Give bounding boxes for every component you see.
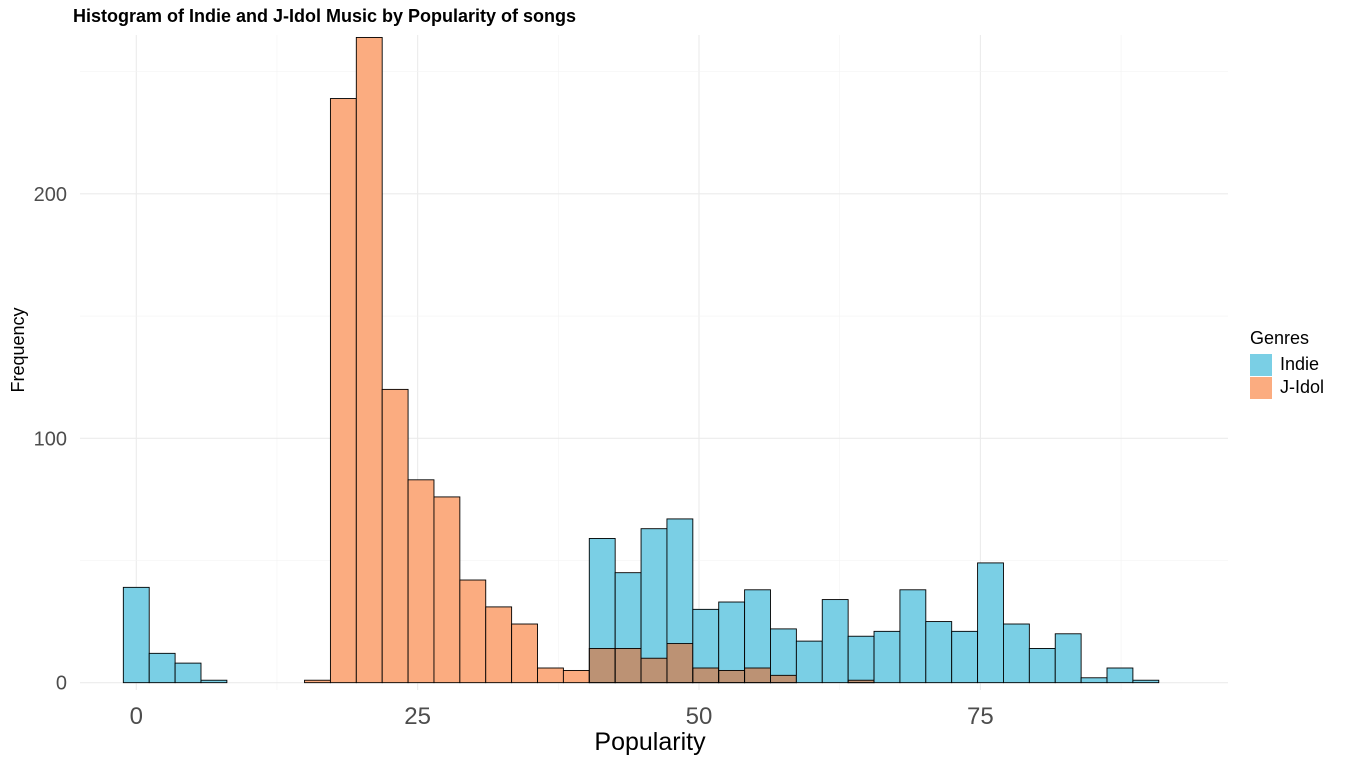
- chart-title: Histogram of Indie and J-Idol Music by P…: [73, 6, 577, 26]
- bar-indie: [874, 631, 900, 683]
- x-tick-label: 75: [967, 703, 994, 730]
- legend-key: [1250, 353, 1272, 376]
- bar-outline-jidol: [355, 36, 383, 684]
- bar-overlap: [744, 668, 771, 683]
- bar-indie: [744, 589, 771, 669]
- y-tick-label: 0: [56, 673, 67, 695]
- legend-item: Indie: [1250, 353, 1324, 376]
- bar-outline-indie: [1106, 667, 1134, 684]
- legend-item: J-Idol: [1250, 376, 1324, 399]
- y-tick-label: 200: [34, 184, 67, 206]
- bar-overlap: [848, 680, 875, 683]
- bar-overlap: [718, 670, 745, 683]
- bar-jidol: [433, 496, 460, 683]
- bar-jidol: [459, 580, 486, 683]
- bar-indie: [1003, 624, 1030, 683]
- bar-jidol: [304, 680, 331, 683]
- bar-jidol: [356, 37, 383, 683]
- legend-title: Genres: [1250, 328, 1310, 348]
- bar-outline-indie: [200, 679, 228, 684]
- bar-indie: [796, 641, 823, 683]
- y-tick-label: 100: [34, 428, 67, 450]
- bar-overlap: [666, 643, 693, 683]
- bar-jidol: [485, 606, 512, 683]
- bar-overlap: [589, 648, 616, 683]
- bar-indie: [615, 572, 642, 649]
- legend-label: J-Idol: [1280, 377, 1325, 397]
- bar-outline-indie: [1132, 679, 1160, 684]
- bar-indie: [692, 609, 719, 669]
- x-tick-label: 50: [686, 703, 713, 730]
- bar-indie: [822, 599, 849, 683]
- bar-indie: [200, 680, 227, 683]
- bar-outline-indie: [1054, 633, 1082, 684]
- x-tick-label: 0: [130, 703, 143, 730]
- x-tick-label: 25: [404, 703, 431, 730]
- legend: Genres Indie J-Idol: [1250, 328, 1324, 399]
- bar-indie: [899, 589, 926, 683]
- bar-overlap: [615, 648, 642, 683]
- bar-indie: [175, 663, 201, 683]
- histogram-bars: [122, 36, 1160, 684]
- bar-overlap: [641, 658, 667, 683]
- bar-jidol: [382, 389, 409, 683]
- bar-indie: [1055, 633, 1082, 683]
- x-axis-label: Popularity: [594, 728, 706, 756]
- bar-indie: [666, 518, 693, 644]
- bar-overlap: [692, 668, 719, 683]
- bar-indie: [641, 528, 667, 659]
- bar-indie: [1029, 648, 1056, 683]
- bar-indie: [1132, 680, 1159, 683]
- legend-items: Indie J-Idol: [1250, 353, 1324, 399]
- bar-indie: [589, 538, 616, 649]
- bar-outline-jidol: [511, 623, 538, 684]
- bar-indie: [951, 631, 978, 683]
- bar-outline-indie: [174, 662, 202, 684]
- bar-indie: [149, 653, 176, 683]
- bar-indie: [123, 587, 150, 683]
- bar-jidol: [511, 624, 538, 683]
- bar-jidol: [563, 670, 590, 683]
- bar-outline-indie: [977, 562, 1004, 684]
- bar-indie: [848, 636, 875, 681]
- legend-key: [1250, 376, 1272, 399]
- bar-jidol: [330, 98, 357, 683]
- bar-indie: [977, 562, 1004, 683]
- bar-overlap: [770, 675, 797, 683]
- y-axis-label: Frequency: [8, 307, 28, 392]
- bar-outline-indie: [122, 586, 150, 684]
- legend-label: Indie: [1280, 354, 1320, 374]
- bar-jidol: [408, 479, 434, 683]
- bar-indie: [718, 602, 745, 671]
- bar-indie: [1107, 668, 1133, 683]
- bar-jidol: [537, 668, 564, 683]
- axis-ticks: 0 25 50 75 0 100 200: [34, 184, 994, 730]
- bar-indie: [925, 621, 952, 683]
- bar-indie: [1081, 677, 1108, 683]
- bar-indie: [770, 628, 797, 676]
